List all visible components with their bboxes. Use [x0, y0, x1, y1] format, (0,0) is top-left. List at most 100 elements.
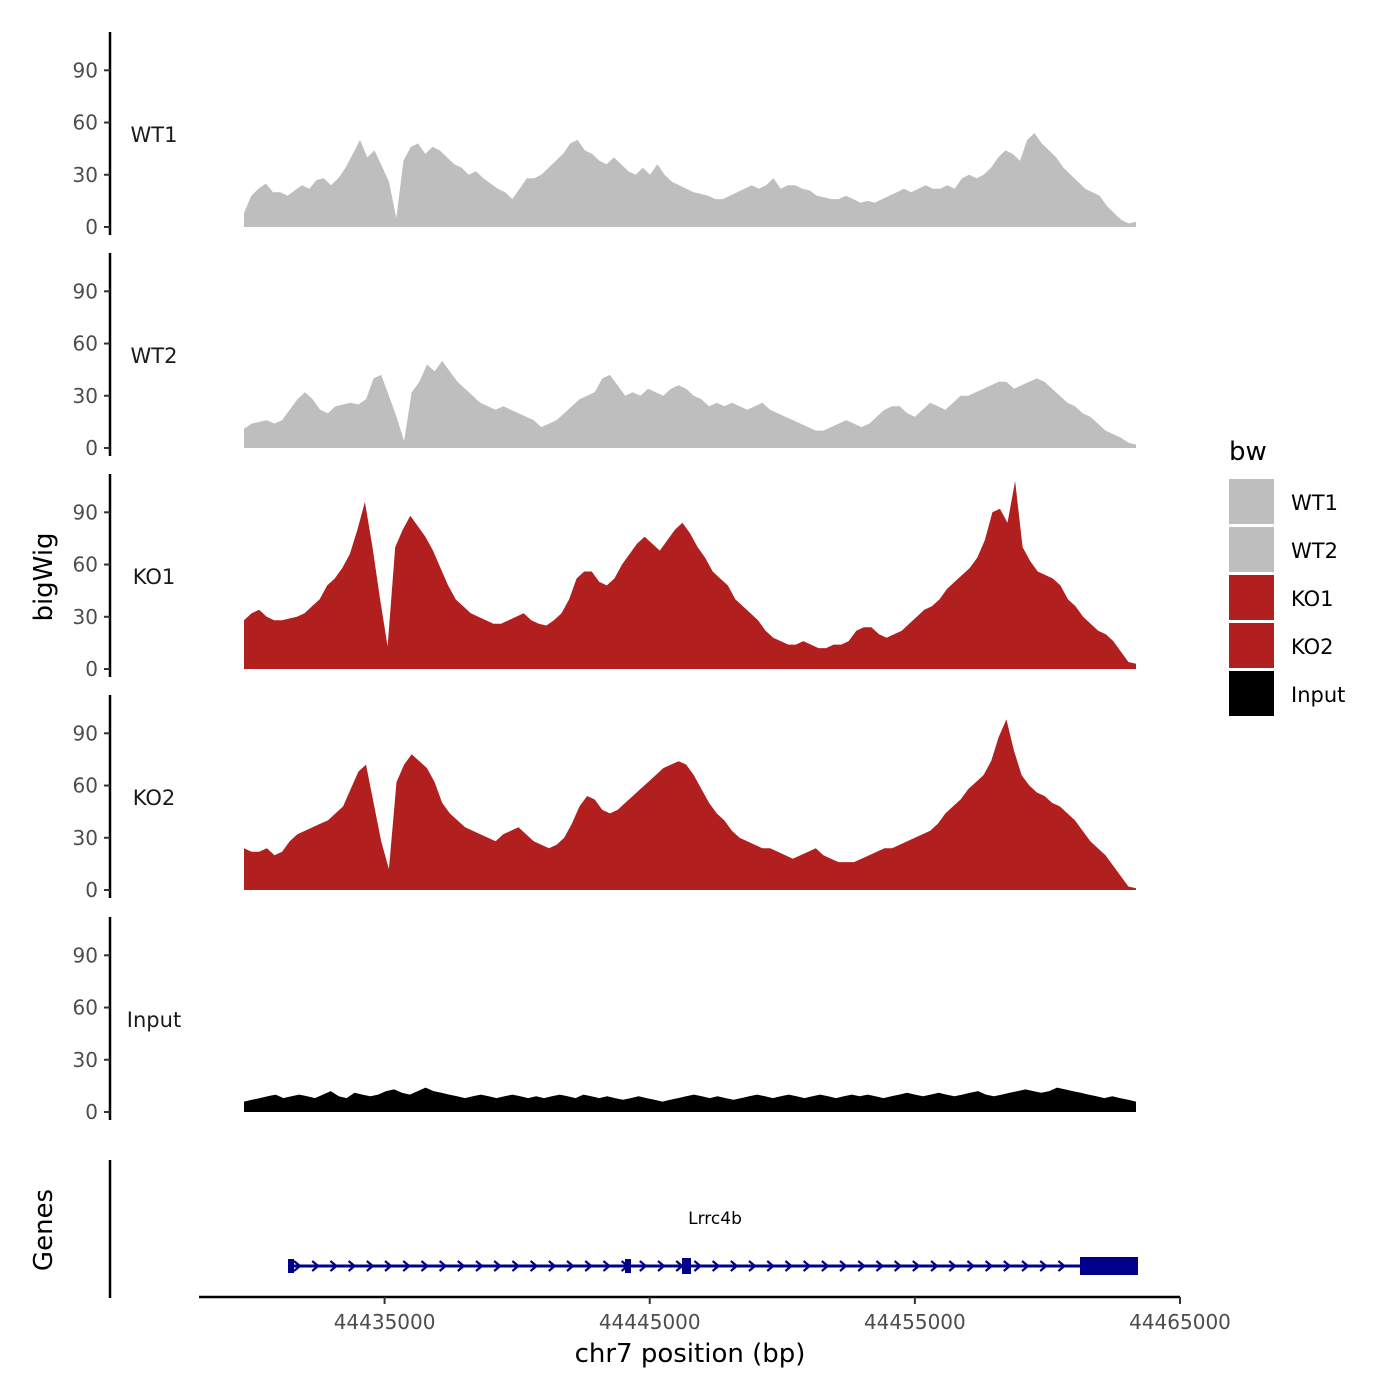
- strand-arrow: [347, 1260, 357, 1272]
- legend-swatch-input: [1229, 671, 1274, 716]
- gene-lrrc4b: Lrrc4b: [288, 1209, 1138, 1275]
- coverage-area-wt1: [244, 133, 1136, 227]
- strand-arrow: [930, 1260, 939, 1272]
- strand-arrow: [402, 1260, 411, 1272]
- track-label-wt1: WT1: [131, 123, 178, 147]
- y-tick-label: 30: [73, 1048, 98, 1072]
- y-tick-label: 0: [85, 436, 98, 460]
- legend-label-wt2: WT2: [1291, 539, 1338, 563]
- strand-arrow: [821, 1260, 830, 1272]
- x-tick-label: 44465000: [1129, 1310, 1231, 1334]
- y-tick-label: 0: [85, 878, 98, 902]
- legend-label-ko1: KO1: [1291, 587, 1334, 611]
- track-wt1: 0 30 60 90 WT1: [73, 32, 1136, 239]
- strand-arrow: [748, 1260, 757, 1272]
- legend-swatch-wt2: [1229, 527, 1274, 572]
- strand-arrow: [366, 1260, 375, 1272]
- y-tick-label: 90: [73, 279, 98, 303]
- strand-arrow: [602, 1260, 612, 1272]
- strand-arrow: [948, 1260, 957, 1272]
- legend-title: bw: [1229, 437, 1267, 467]
- y-tick-label: 60: [73, 774, 98, 798]
- y-tick-label: 90: [73, 500, 98, 524]
- strand-arrow: [1039, 1260, 1048, 1272]
- coverage-tracks: 0 30 60 90 WT1 0 30 60 90 WT2 0 30 60 90 KO1 0 30 60 90 KO2…: [73, 32, 1136, 1124]
- y-tick-label: 60: [73, 553, 98, 577]
- strand-arrow: [475, 1260, 484, 1272]
- strand-arrow: [584, 1260, 593, 1272]
- strand-arrow: [1003, 1260, 1012, 1272]
- y-tick-label: 60: [73, 111, 98, 135]
- x-tick-label: 44445000: [599, 1310, 701, 1334]
- strand-arrow: [457, 1260, 466, 1272]
- y-tick-label: 90: [73, 943, 98, 967]
- strand-arrow: [548, 1260, 557, 1272]
- track-ko1: 0 30 60 90 KO1: [73, 474, 1136, 681]
- y-tick-label: 0: [85, 657, 98, 681]
- strand-arrow: [784, 1260, 794, 1272]
- strand-arrow: [693, 1260, 703, 1272]
- strand-arrow: [984, 1260, 994, 1272]
- x-tick-label: 44455000: [864, 1310, 966, 1334]
- strand-arrow: [893, 1260, 903, 1272]
- legend-label-ko2: KO2: [1291, 635, 1334, 659]
- y-tick-label: 30: [73, 384, 98, 408]
- strand-arrow: [966, 1260, 976, 1272]
- legend-swatch-ko1: [1229, 575, 1274, 620]
- y-tick-label: 90: [73, 721, 98, 745]
- y-tick-label: 0: [85, 1100, 98, 1124]
- x-axis-title: chr7 position (bp): [575, 1339, 806, 1369]
- strand-arrow: [384, 1260, 393, 1272]
- strand-arrow: [293, 1260, 302, 1272]
- strand-arrow: [566, 1260, 575, 1272]
- strand-arrow: [1021, 1260, 1030, 1272]
- y-tick-label: 30: [73, 605, 98, 629]
- gene-exon: [1080, 1257, 1138, 1275]
- coverage-area-input: [244, 1087, 1136, 1112]
- legend-label-wt1: WT1: [1291, 491, 1338, 515]
- track-label-ko2: KO2: [133, 786, 176, 810]
- coverage-area-ko1: [244, 481, 1136, 669]
- strand-arrow: [912, 1260, 921, 1272]
- strand-arrow: [839, 1260, 848, 1272]
- legend: bw WT1 WT2 KO1 KO2 Input: [1229, 437, 1345, 716]
- gene-exon: [625, 1259, 631, 1273]
- gene-exon: [682, 1258, 691, 1274]
- y-tick-label: 90: [73, 58, 98, 82]
- strand-arrow: [438, 1260, 448, 1272]
- gene-label: Lrrc4b: [688, 1209, 742, 1229]
- gene-exon: [288, 1259, 294, 1273]
- strand-arrow: [711, 1260, 721, 1272]
- track-input: 0 30 60 90 Input: [73, 917, 1136, 1124]
- coverage-area-ko2: [244, 719, 1136, 890]
- strand-arrow: [802, 1260, 812, 1272]
- x-tick-label: 44435000: [334, 1310, 436, 1334]
- y-tick-label: 0: [85, 215, 98, 239]
- strand-arrow: [420, 1260, 430, 1272]
- track-label-wt2: WT2: [131, 344, 178, 368]
- genes-panel: Lrrc4b: [108, 1160, 1138, 1298]
- y-tick-label: 60: [73, 332, 98, 356]
- strand-arrow: [329, 1260, 339, 1272]
- track-wt2: 0 30 60 90 WT2: [73, 253, 1136, 460]
- legend-label-input: Input: [1291, 683, 1345, 707]
- strand-arrow: [1057, 1260, 1067, 1272]
- track-label-ko1: KO1: [133, 565, 176, 589]
- y-tick-label: 30: [73, 163, 98, 187]
- strand-arrow: [311, 1260, 320, 1272]
- strand-arrow: [639, 1260, 648, 1272]
- y-tick-label: 60: [73, 996, 98, 1020]
- strand-arrow: [875, 1260, 885, 1272]
- coverage-area-wt2: [244, 360, 1136, 448]
- strand-arrow: [511, 1260, 521, 1272]
- x-axis: 44435000 44445000 44455000 44465000: [199, 1295, 1231, 1334]
- track-ko2: 0 30 60 90 KO2: [73, 695, 1136, 902]
- strand-arrow: [857, 1260, 866, 1272]
- track-label-input: Input: [127, 1008, 181, 1032]
- strand-arrow: [529, 1260, 539, 1272]
- strand-arrow: [730, 1260, 739, 1272]
- y-axis-title: bigWig: [29, 532, 59, 621]
- strand-arrow: [493, 1260, 502, 1272]
- y-tick-label: 30: [73, 826, 98, 850]
